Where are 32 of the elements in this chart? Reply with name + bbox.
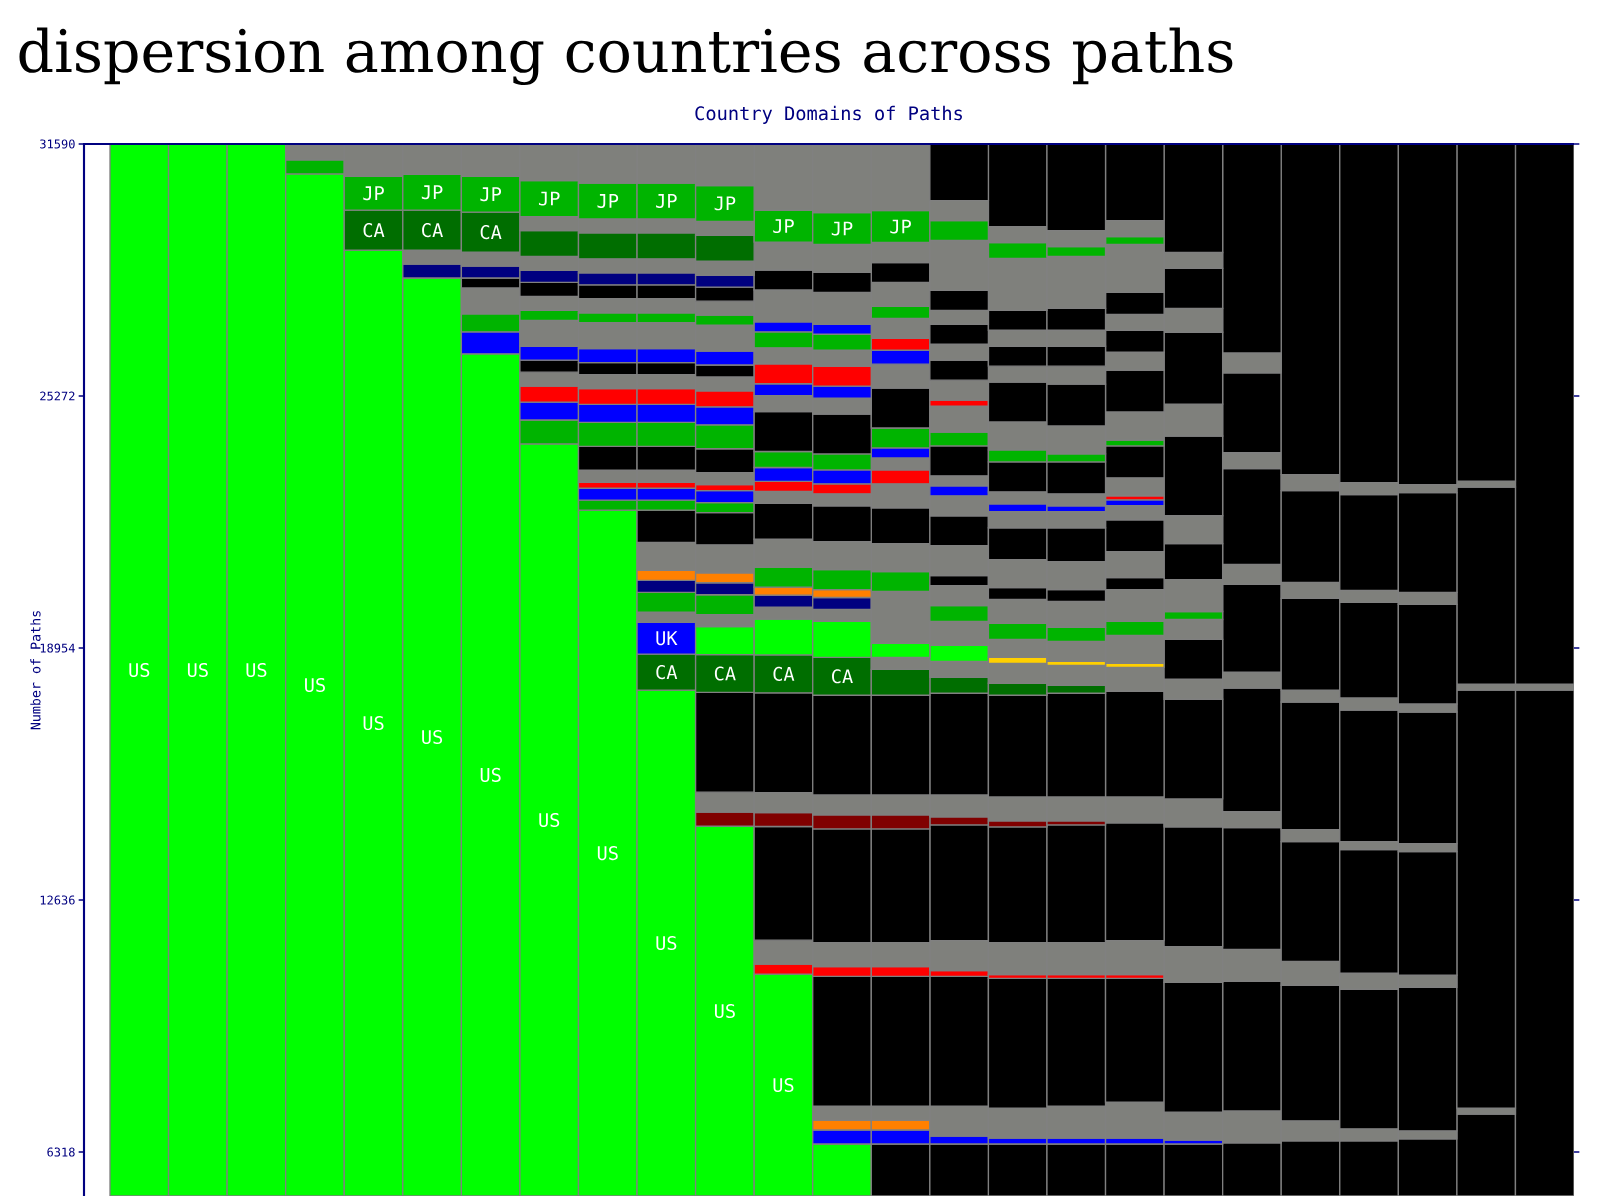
data-label: JP <box>480 187 502 202</box>
data-label: CA <box>656 665 678 680</box>
data-label: US <box>597 846 618 861</box>
data-label: UK <box>656 631 678 646</box>
data-label: US <box>246 662 267 678</box>
data-label: CA <box>773 666 795 681</box>
data-label: JP <box>363 186 384 201</box>
data-label: US <box>129 662 150 678</box>
data-label: CA <box>480 225 502 240</box>
data-label: JP <box>831 221 853 236</box>
data-label: JP <box>656 194 677 208</box>
data-label: JP <box>538 191 560 206</box>
data-label: US <box>363 716 384 731</box>
data-label: JP <box>714 196 736 211</box>
data-label: CA <box>832 669 853 684</box>
data-label: JP <box>890 219 911 234</box>
data-label: US <box>539 812 560 828</box>
data-label: JP <box>421 185 443 200</box>
data-label: US <box>305 677 325 692</box>
data-label: US <box>187 662 208 678</box>
data-label: US <box>773 1077 794 1093</box>
data-label: US <box>480 767 501 782</box>
data-label: JP <box>597 194 619 208</box>
data-label: US <box>656 935 677 951</box>
chart-subtitle: Country Domains of Paths <box>695 105 962 124</box>
data-label: CA <box>422 223 443 238</box>
data-label: US <box>422 729 443 745</box>
data-label: JP <box>773 219 794 234</box>
chart-title: dispersion among countries across paths <box>19 27 1233 86</box>
data-label: CA <box>363 223 385 238</box>
data-label: US <box>714 1003 735 1019</box>
data-label: CA <box>714 666 736 681</box>
